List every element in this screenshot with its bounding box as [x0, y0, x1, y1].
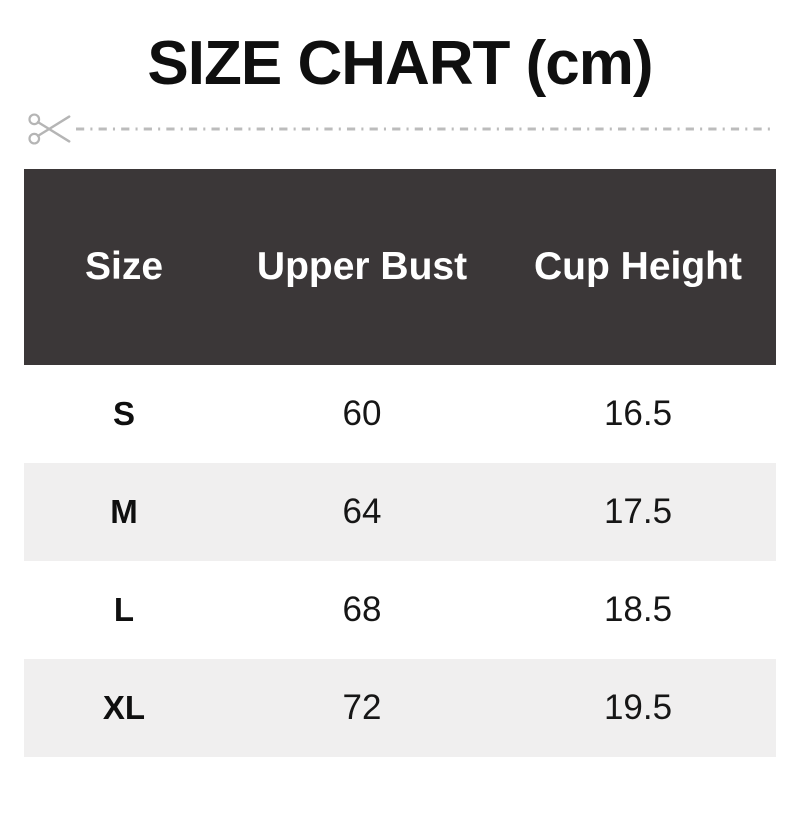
size-label: L: [113, 591, 135, 629]
cup-height-value: 16.5: [603, 394, 673, 434]
cup-height-value: 17.5: [603, 492, 673, 532]
upper-bust-value: 68: [342, 590, 382, 630]
cut-line: [26, 110, 774, 148]
upper-bust-value: 60: [342, 394, 382, 434]
cup-height-value: 19.5: [603, 688, 673, 728]
size-label: S: [112, 395, 135, 433]
size-label: XL: [102, 689, 146, 727]
upper-bust-value: 72: [342, 688, 382, 728]
size-label: M: [110, 493, 138, 531]
upper-bust-value: 64: [342, 492, 382, 532]
table-header: Size Upper Bust Cup Height: [24, 169, 776, 366]
dashed-cut-line: [76, 127, 774, 131]
page-title: SIZE CHART (cm): [147, 29, 653, 98]
size-chart-table: Size Upper Bust Cup Height S 60 16.5 M 6…: [24, 169, 776, 758]
size-chart-page: SIZE CHART (cm) Size Upper Bust Cup Heig…: [0, 29, 800, 830]
cup-height-value: 18.5: [603, 590, 673, 630]
scissors-icon: [28, 113, 71, 145]
column-header-size: Size: [84, 245, 164, 289]
column-header-upper-bust: Upper Bust: [256, 245, 468, 289]
column-header-cup-height: Cup Height: [534, 245, 742, 289]
table-row-s: S 60 16.5: [24, 365, 776, 464]
table-row-xl: XL 72 19.5: [24, 659, 776, 758]
table-row-l: L 68 18.5: [24, 561, 776, 660]
table-row-m: M 64 17.5: [24, 463, 776, 562]
